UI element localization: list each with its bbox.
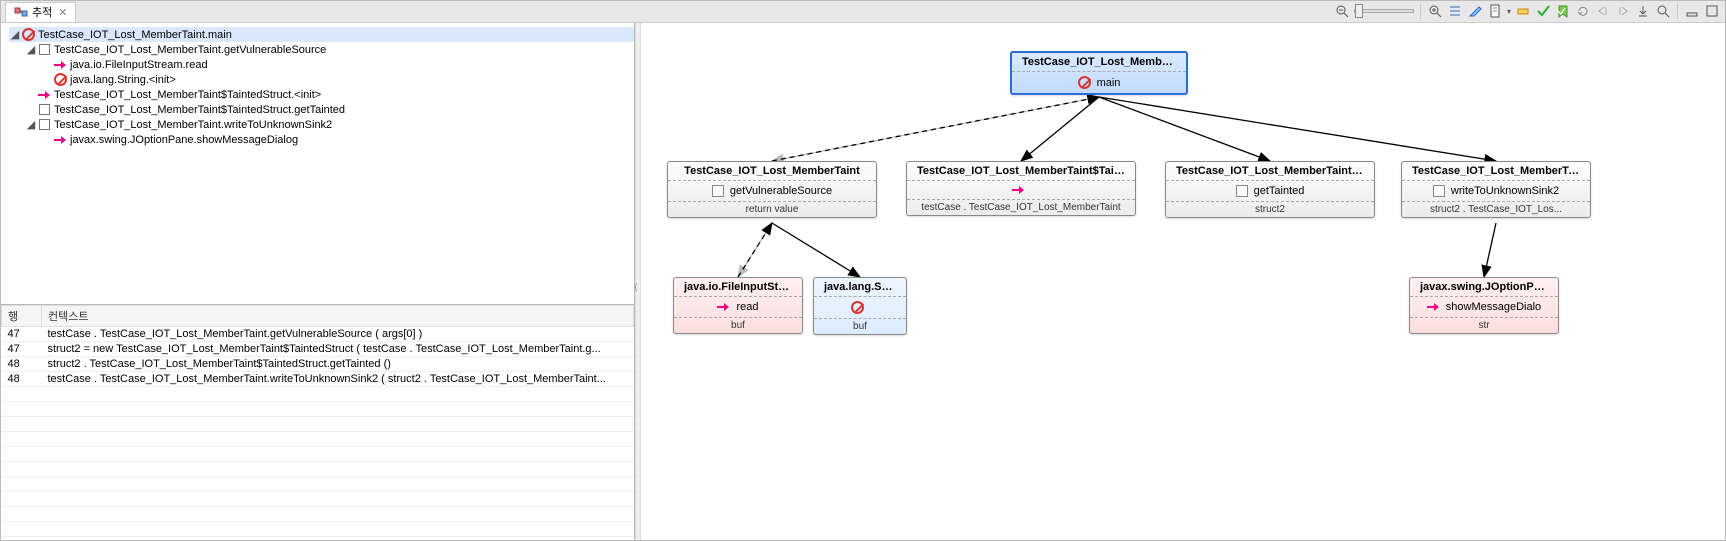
tree-view[interactable]: ◢ TestCase_IOT_Lost_MemberTaint.main ◢ T…	[1, 23, 634, 304]
arrow-icon	[37, 88, 51, 102]
tree-label: TestCase_IOT_Lost_MemberTaint.writeToUnk…	[54, 119, 332, 131]
forbid-icon	[21, 28, 35, 42]
tree-label: TestCase_IOT_Lost_MemberTaint$TaintedStr…	[54, 89, 321, 101]
tab-bar: 추적 ✕ ▾	[1, 1, 1725, 23]
edit-icon[interactable]	[1467, 3, 1483, 19]
arrow-icon	[53, 133, 67, 147]
cell-line: 48	[2, 357, 42, 372]
col-context[interactable]: 컨텍스트	[42, 306, 634, 327]
node-title: TestCase_IOT_Lost_MemberTaint$TaintedStr…	[907, 162, 1135, 181]
tree-label: TestCase_IOT_Lost_MemberTaint.getVulnera…	[54, 44, 326, 56]
cell-line: 47	[2, 327, 42, 342]
table-row[interactable]: 48testCase . TestCase_IOT_Lost_MemberTai…	[2, 372, 634, 387]
break-icon[interactable]	[1515, 3, 1531, 19]
tree-item[interactable]: javax.swing.JOptionPane.showMessageDialo…	[9, 132, 634, 147]
box-icon	[37, 103, 51, 117]
node-title: TestCase_IOT_Lost_MemberTaint	[1012, 53, 1186, 72]
node-method: showMessageDialo	[1410, 297, 1558, 317]
cell-context: testCase . TestCase_IOT_Lost_MemberTaint…	[42, 327, 634, 342]
tree-label: TestCase_IOT_Lost_MemberTaint$TaintedStr…	[54, 104, 345, 116]
node-footer: buf	[814, 318, 906, 334]
tree-item[interactable]: ◢ TestCase_IOT_Lost_MemberTaint.getVulne…	[9, 42, 634, 57]
step-back-icon[interactable]	[1595, 3, 1611, 19]
tab-label: 추적	[32, 4, 52, 20]
tab-trace[interactable]: 추적 ✕	[5, 2, 76, 22]
cell-line: 47	[2, 342, 42, 357]
box-icon	[37, 43, 51, 57]
refresh-icon[interactable]	[1575, 3, 1591, 19]
node-method	[907, 181, 1135, 199]
tree-item[interactable]: java.lang.String.<init>	[9, 72, 634, 87]
tree-item[interactable]: ◢ TestCase_IOT_Lost_MemberTaint.writeToU…	[9, 117, 634, 132]
graph-view[interactable]: TestCase_IOT_Lost_MemberTaintmainTestCas…	[641, 23, 1725, 540]
tree-item[interactable]: TestCase_IOT_Lost_MemberTaint$TaintedStr…	[9, 102, 634, 117]
graph-node[interactable]: java.io.FileInputStreamreadbuf	[673, 277, 803, 334]
node-title: TestCase_IOT_Lost_MemberTaint	[1402, 162, 1590, 181]
cell-context: testCase . TestCase_IOT_Lost_MemberTaint…	[42, 372, 634, 387]
graph-node[interactable]: TestCase_IOT_Lost_MemberTaintgetVulnerab…	[667, 161, 877, 218]
zoom-out-icon[interactable]	[1334, 3, 1350, 19]
tree-root[interactable]: ◢ TestCase_IOT_Lost_MemberTaint.main	[9, 27, 634, 42]
minimize-icon[interactable]	[1684, 3, 1700, 19]
table-row[interactable]: 48struct2 . TestCase_IOT_Lost_MemberTain…	[2, 357, 634, 372]
page-icon[interactable]	[1487, 3, 1503, 19]
check-icon[interactable]	[1535, 3, 1551, 19]
node-title: java.lang.String	[814, 278, 906, 297]
list-icon[interactable]	[1447, 3, 1463, 19]
node-footer: struct2	[1166, 201, 1374, 217]
context-table[interactable]: 행 컨텍스트 47testCase . TestCase_IOT_Lost_Me…	[1, 304, 634, 540]
tree-label: java.io.FileInputStream.read	[70, 59, 208, 71]
tree-label: java.lang.String.<init>	[70, 74, 176, 86]
zoom-slider[interactable]	[1354, 9, 1414, 13]
tree-label: javax.swing.JOptionPane.showMessageDialo…	[70, 134, 298, 146]
node-footer: testCase . TestCase_IOT_Lost_MemberTaint	[907, 199, 1135, 215]
table-row[interactable]: 47testCase . TestCase_IOT_Lost_MemberTai…	[2, 327, 634, 342]
trace-tab-icon	[14, 5, 28, 19]
arrow-icon	[53, 58, 67, 72]
zoom-in-icon[interactable]	[1427, 3, 1443, 19]
tree-label: TestCase_IOT_Lost_MemberTaint.main	[38, 29, 232, 41]
node-title: javax.swing.JOptionPane	[1410, 278, 1558, 297]
graph-node[interactable]: javax.swing.JOptionPaneshowMessageDialos…	[1409, 277, 1559, 334]
toolbar: ▾	[1334, 1, 1720, 21]
step-fwd-icon[interactable]	[1615, 3, 1631, 19]
node-title: TestCase_IOT_Lost_MemberTaint$TaintedStr…	[1166, 162, 1374, 181]
close-icon[interactable]: ✕	[58, 6, 67, 19]
node-footer: buf	[674, 317, 802, 333]
node-method: getTainted	[1166, 181, 1374, 201]
node-method	[814, 297, 906, 318]
expand-icon[interactable]: ◢	[9, 28, 21, 41]
tree-item[interactable]: TestCase_IOT_Lost_MemberTaint$TaintedStr…	[9, 87, 634, 102]
graph-node[interactable]: TestCase_IOT_Lost_MemberTaintwriteToUnkn…	[1401, 161, 1591, 218]
tree-item[interactable]: java.io.FileInputStream.read	[9, 57, 634, 72]
node-footer: struct2 . TestCase_IOT_Los...	[1402, 201, 1590, 217]
node-footer: return value	[668, 201, 876, 217]
node-method: writeToUnknownSink2	[1402, 181, 1590, 201]
left-pane: ◢ TestCase_IOT_Lost_MemberTaint.main ◢ T…	[1, 23, 635, 540]
col-line[interactable]: 행	[2, 306, 42, 327]
cell-context: struct2 . TestCase_IOT_Lost_MemberTaint$…	[42, 357, 634, 372]
expand-icon[interactable]: ◢	[25, 43, 37, 56]
node-title: java.io.FileInputStream	[674, 278, 802, 297]
table-row[interactable]: 47struct2 = new TestCase_IOT_Lost_Member…	[2, 342, 634, 357]
graph-node[interactable]: java.lang.String buf	[813, 277, 907, 335]
node-method: getVulnerableSource	[668, 181, 876, 201]
node-title: TestCase_IOT_Lost_MemberTaint	[668, 162, 876, 181]
cell-line: 48	[2, 372, 42, 387]
cell-context: struct2 = new TestCase_IOT_Lost_MemberTa…	[42, 342, 634, 357]
dropdown-caret-icon[interactable]: ▾	[1507, 7, 1511, 16]
search-icon[interactable]	[1655, 3, 1671, 19]
graph-node[interactable]: TestCase_IOT_Lost_MemberTaint$TaintedStr…	[906, 161, 1136, 216]
node-method: main	[1012, 72, 1186, 93]
bookmark-icon[interactable]	[1555, 3, 1571, 19]
node-footer: str	[1410, 317, 1558, 333]
download-icon[interactable]	[1635, 3, 1651, 19]
forbid-icon	[53, 73, 67, 87]
maximize-icon[interactable]	[1704, 3, 1720, 19]
box-icon	[37, 118, 51, 132]
graph-node[interactable]: TestCase_IOT_Lost_MemberTaint$TaintedStr…	[1165, 161, 1375, 218]
expand-icon[interactable]: ◢	[25, 118, 37, 131]
node-method: read	[674, 297, 802, 317]
graph-node[interactable]: TestCase_IOT_Lost_MemberTaintmain	[1010, 51, 1188, 95]
